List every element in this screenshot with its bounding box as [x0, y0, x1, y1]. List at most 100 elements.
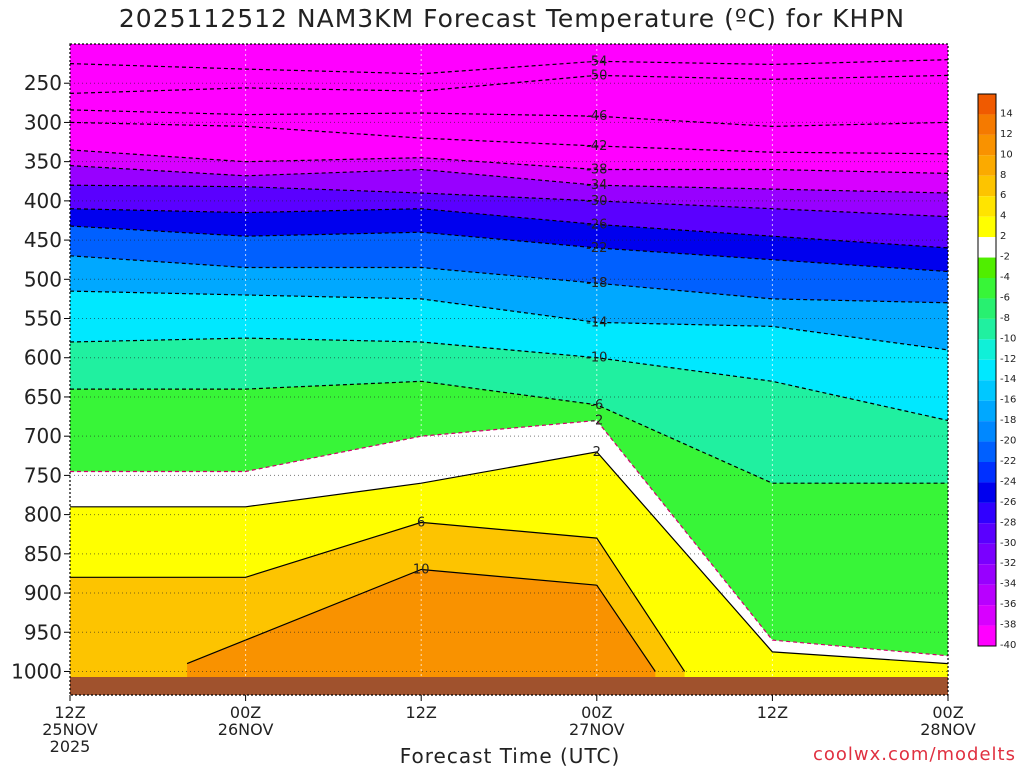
isotherm-label: -22: [586, 241, 607, 256]
x-tick-label: 12Z: [54, 703, 85, 722]
colorbar-swatch: [978, 523, 996, 544]
colorbar-label: -26: [1000, 497, 1016, 508]
colorbar-swatch: [978, 605, 996, 626]
colorbar-label: -38: [1000, 620, 1016, 631]
colorbar-swatch: [978, 380, 996, 401]
colorbar-label: 6: [1000, 190, 1006, 201]
x-tick-label: 28NOV: [920, 720, 976, 739]
isotherm-label: -46: [586, 109, 607, 124]
y-tick-label: 500: [24, 267, 62, 291]
colorbar-label: -40: [1000, 640, 1016, 651]
x-tick-label: 27NOV: [569, 720, 625, 739]
isotherm-label: -14: [586, 315, 607, 330]
colorbar-swatch: [978, 543, 996, 565]
colorbar-swatch: [978, 441, 996, 462]
y-tick-label: 850: [24, 542, 62, 566]
isotherm-label: 6: [417, 515, 425, 530]
colorbar-label: -28: [1000, 517, 1016, 528]
isotherm-label: -10: [586, 351, 607, 366]
colorbar-swatch: [978, 318, 996, 340]
colorbar-swatch: [978, 257, 996, 278]
colorbar-swatch: [978, 175, 996, 197]
colorbar-swatch: [978, 359, 996, 381]
ground-bar: [70, 677, 948, 695]
colorbar-label: -34: [1000, 579, 1016, 590]
colorbar-swatch: [978, 625, 996, 646]
colorbar-label: -6: [1000, 292, 1010, 303]
isotherm-line: [70, 419, 948, 657]
y-tick-label: 750: [24, 463, 62, 487]
colorbar-swatch: [978, 134, 996, 156]
colorbar-swatch: [978, 400, 996, 422]
colorbar-label: 14: [1000, 108, 1013, 119]
y-tick-label: 550: [24, 307, 62, 331]
isotherm-line: [70, 451, 948, 665]
colorbar-swatch: [978, 114, 996, 135]
y-tick-label: 250: [24, 71, 62, 95]
isotherm-line: [70, 521, 686, 672]
plot-area: -54-50-46-42-38-34-30-26-22-18-14-10-6-2…: [70, 44, 948, 677]
x-tick-label: 25NOV: [42, 720, 98, 739]
x-tick-label: 12Z: [757, 703, 788, 722]
isotherm-label: -6: [590, 398, 603, 413]
colorbar-label: -24: [1000, 476, 1016, 487]
isotherm-label: 10: [413, 563, 430, 578]
colorbar-label: -30: [1000, 538, 1016, 549]
colorbar-label: 2: [1000, 231, 1006, 242]
colorbar-label: 10: [1000, 149, 1013, 160]
isotherm-label: -34: [586, 178, 607, 193]
isotherm-label: -50: [586, 68, 607, 83]
temp-band-10: [187, 569, 656, 677]
y-tick-label: 1000: [11, 659, 62, 683]
colorbar-label: 8: [1000, 170, 1006, 181]
y-tick-label: 450: [24, 228, 62, 252]
colorbar-label: -4: [1000, 272, 1010, 283]
colorbar-label: -12: [1000, 354, 1016, 365]
x-axis-label: Forecast Time (UTC): [399, 744, 621, 768]
plot-frame: [69, 43, 949, 696]
chart-title: 2025112512 NAM3KM Forecast Temperature (…: [118, 4, 906, 33]
colorbar-label: -32: [1000, 558, 1016, 569]
credit-text: coolwx.com/modelts: [812, 744, 1016, 765]
x-tick-label: 2025: [50, 737, 91, 756]
colorbar-swatch: [978, 584, 996, 606]
colorbar-swatch: [978, 421, 996, 442]
y-tick-label: 300: [24, 110, 62, 134]
colorbar-label: -10: [1000, 333, 1016, 344]
y-tick-label: 950: [24, 620, 62, 644]
isotherm-label: -38: [586, 162, 607, 177]
isotherm-line: [70, 380, 948, 484]
x-tick-label: 00Z: [581, 703, 612, 722]
colorbar-label: -14: [1000, 374, 1016, 385]
isotherm-label: 2: [593, 445, 601, 460]
colorbar-label: -16: [1000, 395, 1016, 406]
colorbar-swatch: [978, 216, 996, 238]
colorbar-swatch: [978, 278, 996, 299]
isotherm-line: [186, 568, 656, 672]
colorbar-swatch: [978, 482, 996, 503]
colorbar-label: -8: [1000, 313, 1010, 324]
colorbar-label: -20: [1000, 436, 1016, 447]
colorbar-swatch: [978, 298, 996, 319]
isotherm-label: -2: [590, 413, 603, 428]
x-tick-label: 00Z: [932, 703, 963, 722]
colorbar-frame: [977, 93, 997, 647]
y-tick-label: 800: [24, 503, 62, 527]
colorbar-swatch: [978, 94, 996, 115]
isotherm-label: -54: [586, 54, 607, 69]
colorbar-label: -18: [1000, 415, 1016, 426]
colorbar-label: -36: [1000, 599, 1016, 610]
y-tick-label: 350: [24, 150, 62, 174]
colorbar-swatch: [978, 155, 996, 176]
isotherm-label: -30: [586, 194, 607, 209]
colorbar-swatch: [978, 196, 996, 217]
y-tick-label: 900: [24, 581, 62, 605]
colorbar-swatch: [978, 462, 996, 483]
x-tick-label: 00Z: [230, 703, 261, 722]
colorbar-label: -2: [1000, 252, 1010, 263]
y-tick-label: 700: [24, 424, 62, 448]
colorbar-label: 4: [1000, 211, 1006, 222]
colorbar-swatch: [978, 564, 996, 585]
x-tick-label: 12Z: [406, 703, 437, 722]
